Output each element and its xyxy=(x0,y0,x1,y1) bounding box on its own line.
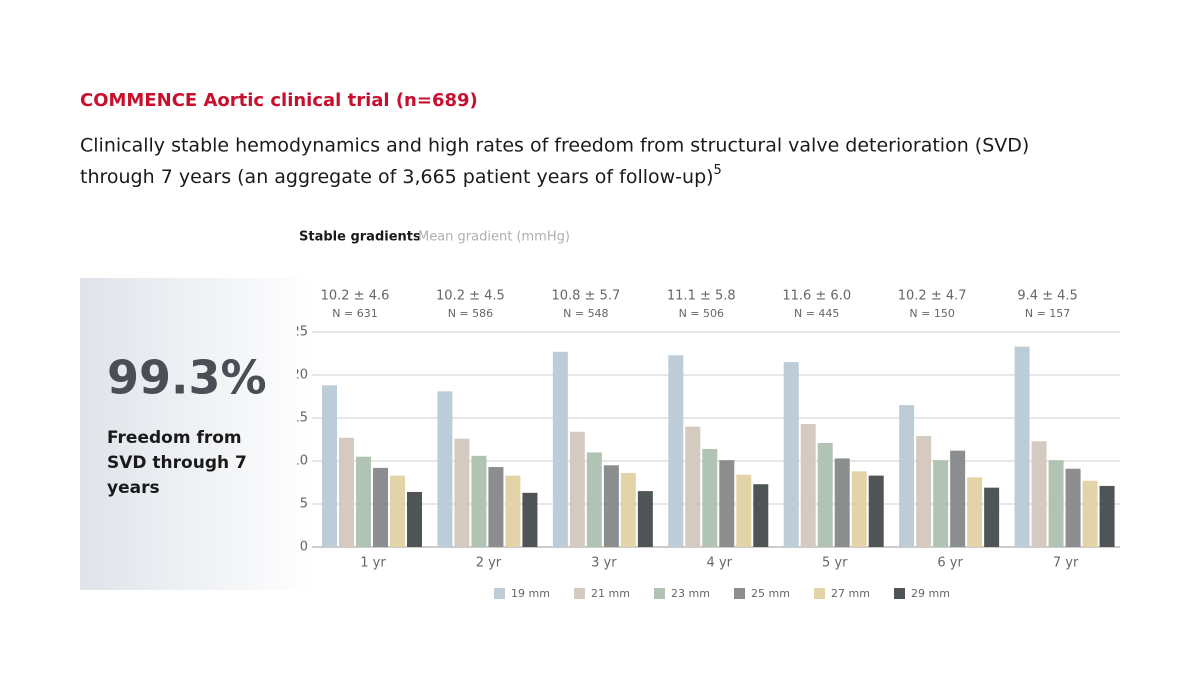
bar xyxy=(984,487,1000,547)
y-tick-label: 25 xyxy=(291,325,308,340)
mean-label: 11.1 ± 5.8 xyxy=(667,289,736,304)
y-tick-label: 5 xyxy=(300,497,308,512)
bar xyxy=(1065,468,1081,547)
chart-subtitle: Mean gradient (mmHg) xyxy=(418,230,570,245)
chart-title: Stable gradients xyxy=(299,230,421,245)
legend-label: 25 mm xyxy=(751,587,790,600)
bar xyxy=(373,467,388,547)
title-text: through 7 years (an aggregate of 3,665 p… xyxy=(80,166,714,188)
bar xyxy=(685,426,701,547)
legend-label: 21 mm xyxy=(591,587,630,600)
bar xyxy=(322,385,337,547)
bar xyxy=(586,452,602,547)
bar xyxy=(933,460,949,547)
mean-label: 10.2 ± 4.7 xyxy=(898,289,967,304)
legend-label: 19 mm xyxy=(511,587,550,600)
mean-label: 9.4 ± 4.5 xyxy=(1017,289,1078,304)
y-tick-labels: 0 5 10 15 20 25 xyxy=(291,325,308,555)
legend-label: 23 mm xyxy=(671,587,710,600)
x-tick-label: 4 yr xyxy=(707,556,733,571)
bar xyxy=(471,455,487,547)
bar xyxy=(851,471,867,547)
mean-label: 10.2 ± 4.6 xyxy=(321,289,390,304)
bar xyxy=(967,477,983,547)
stat: 99.3% xyxy=(107,351,267,405)
mean-label: 10.8 ± 5.7 xyxy=(551,289,620,304)
bar xyxy=(390,475,405,547)
bar xyxy=(637,491,653,547)
bar xyxy=(950,450,966,547)
n-label: N = 506 xyxy=(679,307,724,320)
bar xyxy=(834,458,850,547)
legend-label: 27 mm xyxy=(831,587,870,600)
bar xyxy=(407,491,422,547)
x-tick-label: 7 yr xyxy=(1053,556,1079,571)
stat-label: SVD through 7 xyxy=(107,453,247,473)
bar xyxy=(1099,485,1115,547)
bar xyxy=(569,431,585,547)
stat-label: years xyxy=(107,478,160,498)
bar xyxy=(719,460,735,547)
bar xyxy=(1048,460,1064,547)
bar xyxy=(505,475,521,547)
legend-swatch xyxy=(494,588,505,599)
bar xyxy=(753,484,769,547)
bar xyxy=(783,362,799,547)
legend-swatch xyxy=(814,588,825,599)
n-label: N = 631 xyxy=(332,307,377,320)
legend-label: 29 mm xyxy=(911,587,950,600)
y-tick-label: 0 xyxy=(300,540,308,555)
y-tick-label: 15 xyxy=(291,411,308,426)
bar xyxy=(1014,346,1030,547)
bar xyxy=(620,473,636,547)
y-tick-label: 10 xyxy=(291,454,308,469)
bar xyxy=(868,475,884,547)
kicker: COMMENCE Aortic clinical trial (n=689) xyxy=(80,90,478,111)
bar xyxy=(916,436,932,547)
bar xyxy=(488,467,504,547)
bar xyxy=(437,391,453,547)
x-tick-label: 1 yr xyxy=(360,556,386,571)
bar xyxy=(454,438,470,547)
title-line: Clinically stable hemodynamics and high … xyxy=(80,135,1029,157)
title-line: through 7 years (an aggregate of 3,665 p… xyxy=(80,163,722,188)
bar xyxy=(1031,441,1047,547)
mean-label: 10.2 ± 4.5 xyxy=(436,289,505,304)
bar xyxy=(603,465,619,547)
x-tick-label: 2 yr xyxy=(476,556,502,571)
bar xyxy=(1082,480,1098,547)
bar xyxy=(668,355,684,547)
stat-label: Freedom from xyxy=(107,428,242,448)
footnote: 5 xyxy=(714,163,722,178)
legend-swatch xyxy=(574,588,585,599)
card xyxy=(80,278,318,590)
bar xyxy=(552,351,568,547)
bar xyxy=(736,474,752,547)
legend-swatch xyxy=(654,588,665,599)
n-label: N = 150 xyxy=(909,307,954,320)
n-label: N = 445 xyxy=(794,307,839,320)
legend-swatch xyxy=(894,588,905,599)
x-tick-label: 5 yr xyxy=(822,556,848,571)
y-tick-label: 20 xyxy=(291,368,308,383)
x-tick-label: 6 yr xyxy=(937,556,963,571)
n-label: N = 586 xyxy=(448,307,493,320)
bar xyxy=(899,405,915,547)
mean-label: 11.6 ± 6.0 xyxy=(782,289,851,304)
x-tick-label: 3 yr xyxy=(591,556,617,571)
legend-swatch xyxy=(734,588,745,599)
n-label: N = 157 xyxy=(1025,307,1070,320)
bar xyxy=(339,437,354,547)
bar xyxy=(356,456,371,547)
bar xyxy=(800,424,816,547)
bar xyxy=(522,492,538,547)
bar xyxy=(702,448,718,547)
n-label: N = 548 xyxy=(563,307,608,320)
bar xyxy=(817,442,833,547)
